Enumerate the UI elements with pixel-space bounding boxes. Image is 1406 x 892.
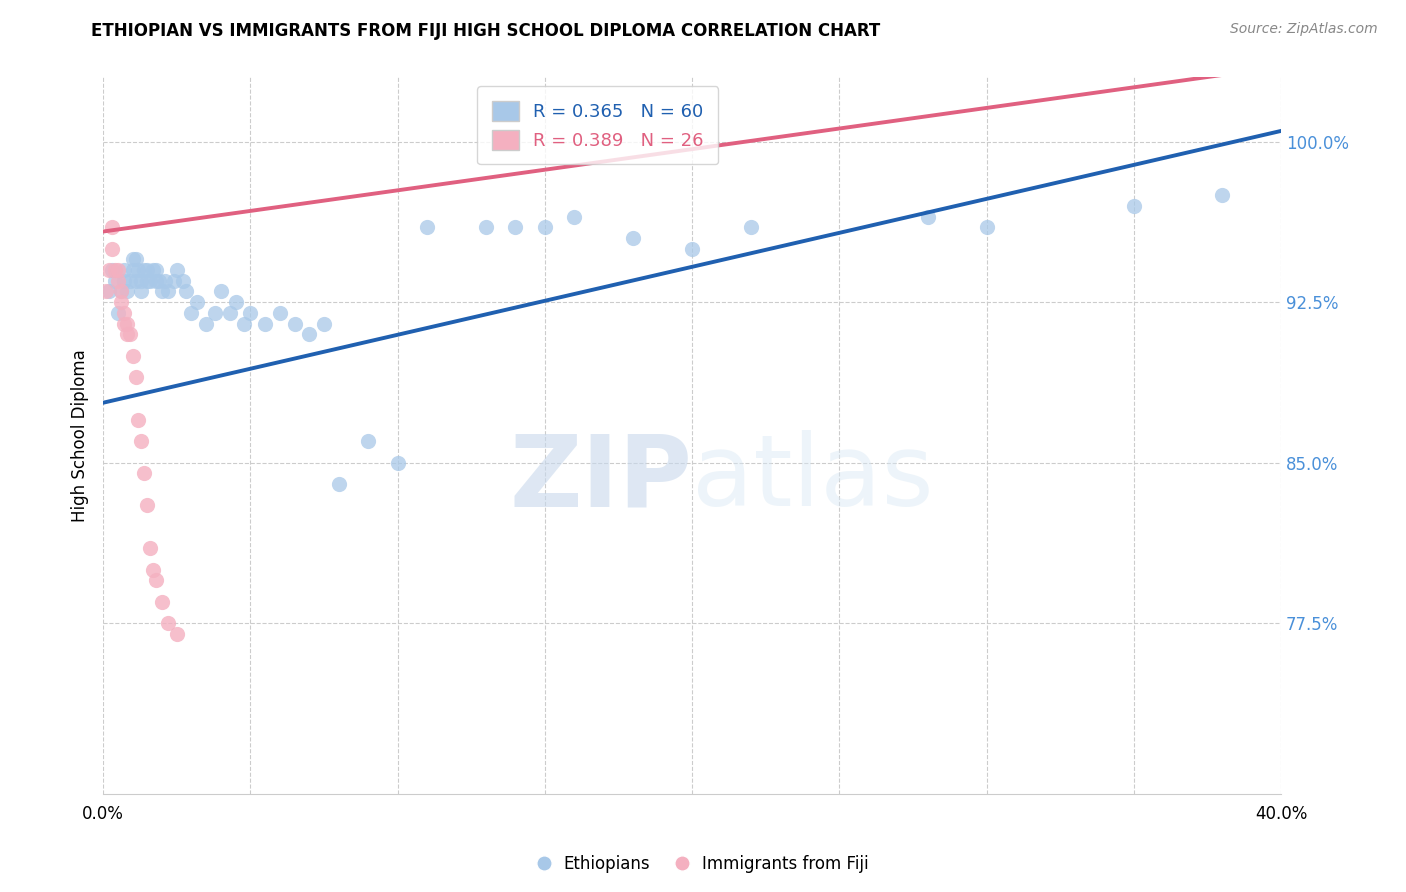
Point [150,595,173,609]
Point [118,274,141,288]
Point [104,274,127,288]
Point [218,306,240,320]
Point [166,263,188,277]
Point [533,220,555,235]
Text: Source: ZipAtlas.com: Source: ZipAtlas.com [1230,22,1378,37]
Point [186,295,208,310]
Point [112,274,135,288]
Point [112,263,135,277]
Point [121,263,143,277]
Point [145,274,167,288]
Point [124,370,146,384]
Point [156,616,179,631]
Point [115,327,138,342]
Point [131,274,153,288]
Point [139,541,162,556]
Point [174,285,197,299]
Point [1211,188,1233,202]
Point [124,274,146,288]
Point [107,306,129,320]
Point [312,317,335,331]
Point [94,285,117,299]
Point [115,317,138,331]
Point [233,317,256,331]
Point [153,274,176,288]
Point [328,477,350,491]
Point [110,295,132,310]
Point [976,220,998,235]
Point [124,252,146,267]
Text: atlas: atlas [692,431,934,527]
Point [621,231,644,245]
Point [98,285,121,299]
Legend: Ethiopians, Immigrants from Fiji: Ethiopians, Immigrants from Fiji [530,848,876,880]
Point [121,252,143,267]
Point [681,242,703,256]
Point [416,220,439,235]
Point [101,220,124,235]
Point [239,306,262,320]
Point [101,242,124,256]
Point [180,306,202,320]
Point [475,220,498,235]
Legend: R = 0.365   N = 60, R = 0.389   N = 26: R = 0.365 N = 60, R = 0.389 N = 26 [477,87,718,164]
Point [505,220,527,235]
Point [145,574,167,588]
Point [112,306,135,320]
Point [104,263,127,277]
Point [387,456,409,470]
Point [225,295,247,310]
Y-axis label: High School Diploma: High School Diploma [72,350,89,523]
Point [110,285,132,299]
Point [357,434,380,449]
Point [115,285,138,299]
Point [283,317,305,331]
Point [740,220,762,235]
Point [163,274,186,288]
Point [136,274,159,288]
Point [139,274,162,288]
Point [110,285,132,299]
Point [204,306,226,320]
Point [254,317,277,331]
Point [150,285,173,299]
Point [131,285,153,299]
Point [166,627,188,641]
Point [148,274,170,288]
Point [127,263,149,277]
Point [298,327,321,342]
Point [156,285,179,299]
Text: ZIP: ZIP [509,431,692,527]
Point [145,263,167,277]
Text: ETHIOPIAN VS IMMIGRANTS FROM FIJI HIGH SCHOOL DIPLOMA CORRELATION CHART: ETHIOPIAN VS IMMIGRANTS FROM FIJI HIGH S… [91,22,880,40]
Point [107,263,129,277]
Point [107,274,129,288]
Point [917,210,939,224]
Point [134,467,156,481]
Point [121,349,143,363]
Point [134,263,156,277]
Point [127,413,149,427]
Point [1122,199,1144,213]
Point [136,499,159,513]
Point [172,274,194,288]
Point [101,263,124,277]
Point [562,210,585,224]
Point [269,306,291,320]
Point [142,263,165,277]
Point [209,285,232,299]
Point [136,263,159,277]
Point [118,327,141,342]
Point [112,317,135,331]
Point [142,563,165,577]
Point [98,263,121,277]
Point [131,434,153,449]
Point [195,317,218,331]
